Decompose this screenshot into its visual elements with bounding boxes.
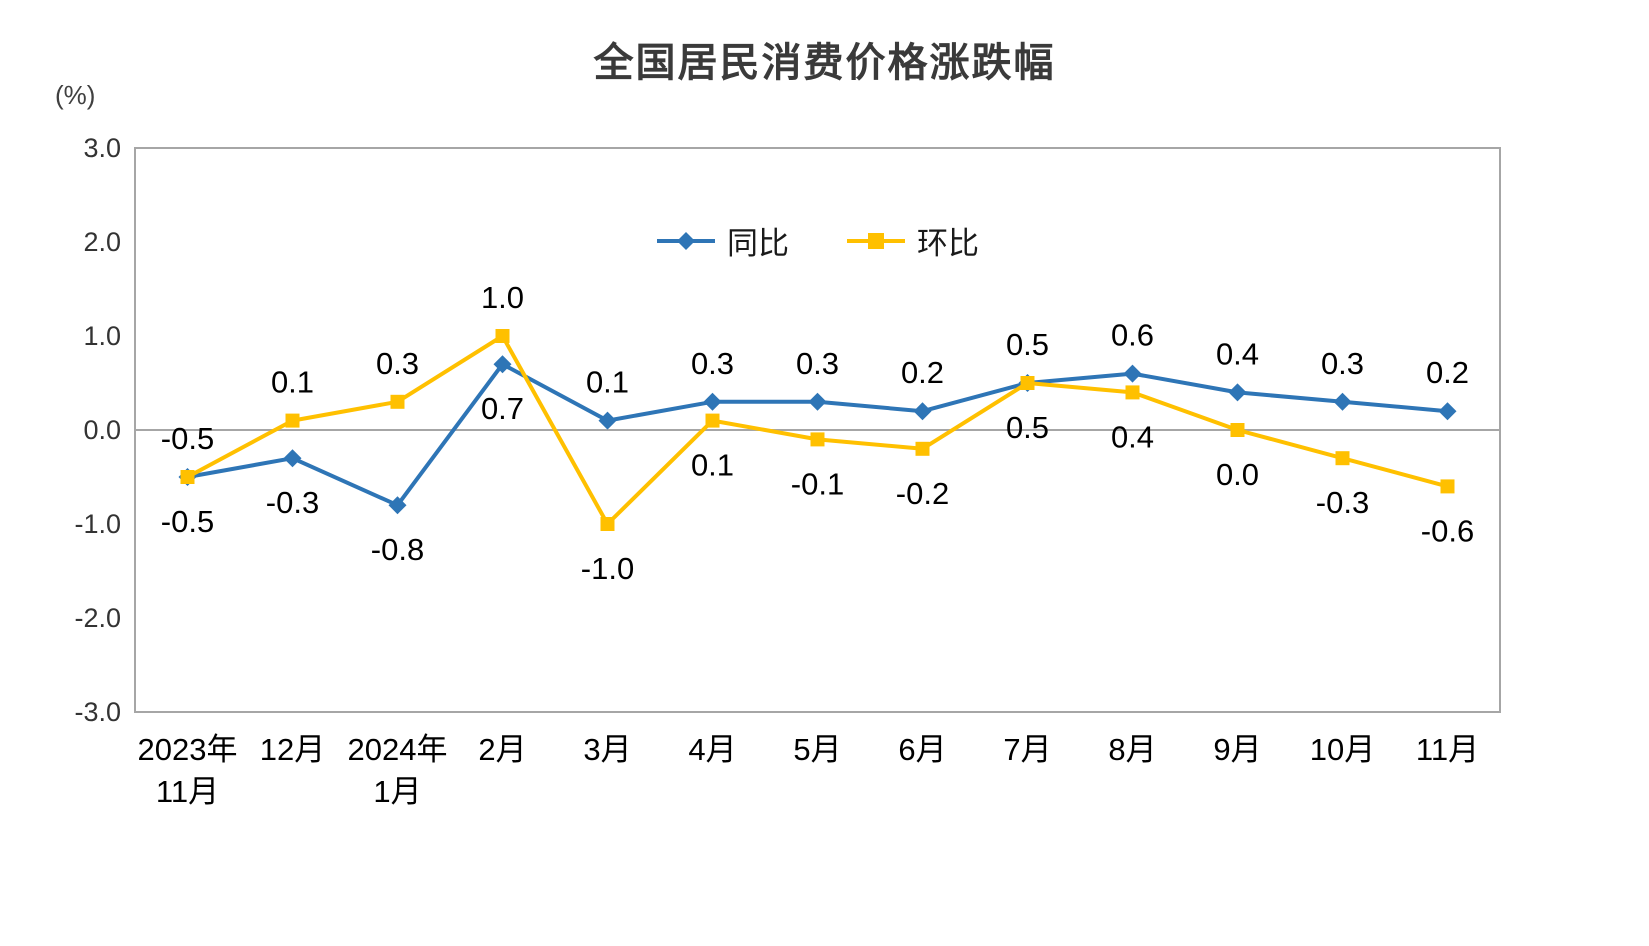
svg-text:0.4: 0.4 [1111,419,1154,454]
legend-label-tongbi: 同比 [727,226,789,261]
svg-text:-3.0: -3.0 [74,697,121,727]
svg-text:-0.2: -0.2 [896,476,949,511]
svg-text:0.3: 0.3 [796,346,839,381]
svg-text:9月: 9月 [1213,732,1261,767]
svg-text:6月: 6月 [898,732,946,767]
svg-text:-0.5: -0.5 [161,421,214,456]
svg-text:11月: 11月 [156,774,219,809]
svg-text:0.0: 0.0 [83,415,121,445]
svg-text:-0.3: -0.3 [266,485,319,520]
legend-line-square-icon [847,232,905,249]
svg-text:8月: 8月 [1108,732,1156,767]
svg-text:-0.1: -0.1 [791,466,844,501]
svg-text:3.0: 3.0 [83,133,121,163]
svg-text:2023年: 2023年 [138,732,238,767]
svg-text:0.6: 0.6 [1111,318,1154,353]
svg-text:0.3: 0.3 [691,346,734,381]
svg-text:0.2: 0.2 [1426,355,1469,390]
legend-item-tongbi: 同比 [655,218,789,263]
svg-text:0.0: 0.0 [1216,457,1259,492]
svg-text:0.4: 0.4 [1216,336,1259,371]
svg-text:-0.8: -0.8 [371,532,424,567]
svg-text:-0.3: -0.3 [1316,485,1369,520]
svg-text:5月: 5月 [793,732,841,767]
svg-text:2.0: 2.0 [83,227,121,257]
svg-text:2月: 2月 [478,732,526,767]
svg-text:1.0: 1.0 [481,280,524,315]
svg-text:3月: 3月 [583,732,631,767]
svg-text:-0.5: -0.5 [161,504,214,539]
svg-text:0.1: 0.1 [691,448,734,483]
svg-text:-1.0: -1.0 [74,509,121,539]
legend-line-diamond-icon [657,231,715,250]
svg-text:0.2: 0.2 [901,355,944,390]
svg-text:0.5: 0.5 [1006,327,1049,362]
svg-text:0.1: 0.1 [586,365,629,400]
legend: 同比 环比 [655,218,979,263]
svg-text:12月: 12月 [260,732,325,767]
svg-text:11月: 11月 [1416,732,1479,767]
svg-text:10月: 10月 [1310,732,1375,767]
svg-text:7月: 7月 [1003,732,1051,767]
svg-text:0.3: 0.3 [1321,346,1364,381]
svg-text:-2.0: -2.0 [74,603,121,633]
svg-text:2024年: 2024年 [348,732,448,767]
svg-text:1.0: 1.0 [83,321,121,351]
svg-text:1月: 1月 [373,774,421,809]
legend-item-huanbi: 环比 [845,218,979,263]
legend-label-huanbi: 环比 [917,226,979,261]
svg-text:-0.6: -0.6 [1421,513,1474,548]
svg-text:0.7: 0.7 [481,391,524,426]
svg-text:4月: 4月 [688,732,736,767]
svg-text:0.5: 0.5 [1006,410,1049,445]
svg-text:0.1: 0.1 [271,365,314,400]
svg-text:-1.0: -1.0 [581,551,634,586]
chart-title: 全国居民消费价格涨跌幅 [593,41,1056,85]
svg-text:0.3: 0.3 [376,346,419,381]
y-axis-unit-label: (%) [55,80,96,110]
